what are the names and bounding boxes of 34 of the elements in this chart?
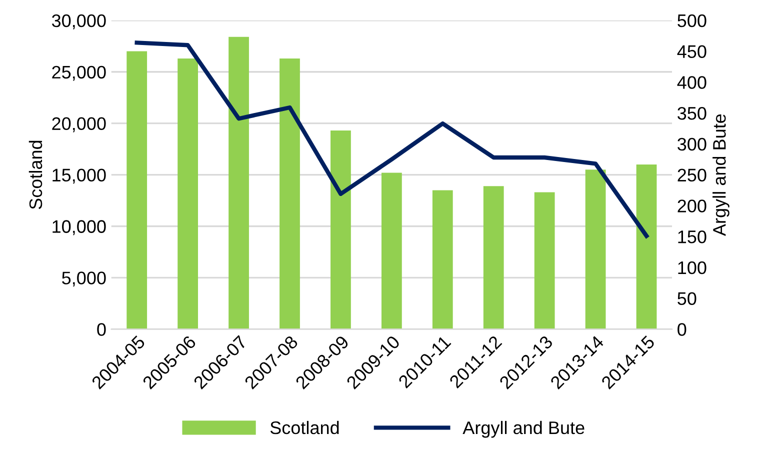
y-axis-title: Scotland bbox=[28, 140, 42, 210]
y2-tick-label: 0 bbox=[678, 323, 686, 336]
bar bbox=[330, 130, 351, 330]
y-tick-label: 10,000 bbox=[52, 220, 106, 236]
y2-tick-label: 400 bbox=[677, 76, 706, 89]
y2-axis-title: Argyll and Bute bbox=[712, 114, 730, 236]
y2-tick-label: 450 bbox=[677, 45, 706, 58]
bar bbox=[228, 36, 249, 330]
legend-label: Argyll and Bute bbox=[462, 420, 584, 438]
y2-tick-label: 100 bbox=[678, 261, 706, 274]
y2-tick-label: 200 bbox=[678, 200, 706, 212]
bar bbox=[381, 172, 402, 330]
y2-tick-label: 250 bbox=[678, 168, 706, 182]
y-tick-label: 15,000 bbox=[52, 168, 106, 184]
y2-tick-label: 150 bbox=[678, 230, 706, 244]
legend-label: Scotland bbox=[270, 420, 339, 434]
y2-tick-label: 500 bbox=[678, 14, 706, 28]
bar bbox=[280, 58, 300, 330]
bar bbox=[432, 190, 453, 330]
bar bbox=[636, 164, 657, 330]
y2-tick-label: 350 bbox=[678, 106, 706, 120]
bar bbox=[483, 186, 504, 330]
y2-tick-label: 50 bbox=[678, 292, 696, 305]
bar bbox=[534, 192, 555, 330]
y-tick-label: 20,000 bbox=[52, 117, 106, 132]
y-tick-label: 0 bbox=[97, 323, 106, 336]
y-tick-label: 25,000 bbox=[52, 66, 106, 81]
line-series bbox=[134, 40, 649, 238]
y-tick-label: 30,000 bbox=[52, 14, 106, 30]
bar bbox=[126, 51, 148, 330]
y-tick-label: 5,000 bbox=[62, 272, 106, 287]
bar bbox=[585, 170, 606, 330]
bar bbox=[178, 58, 198, 330]
y2-tick-label: 300 bbox=[678, 138, 706, 151]
